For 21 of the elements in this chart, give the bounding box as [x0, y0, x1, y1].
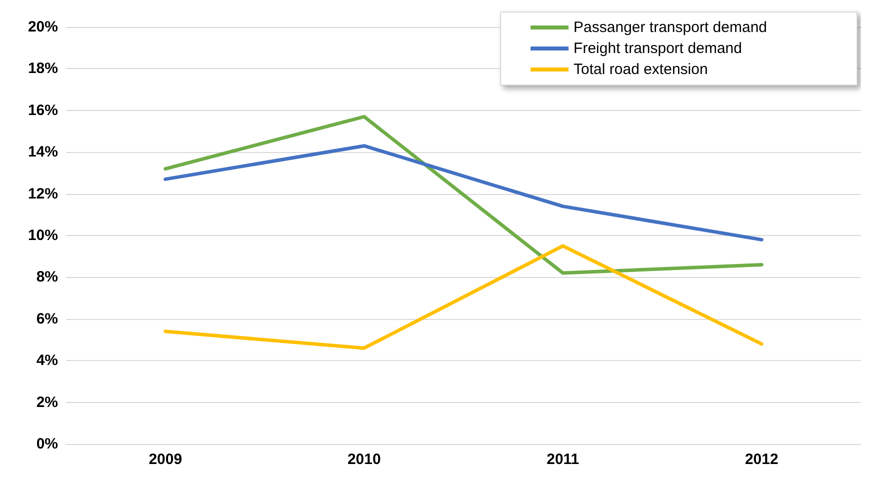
y-tick-label: 4%	[36, 352, 58, 370]
y-tick-label: 16%	[28, 102, 58, 119]
x-tick-label: 2010	[347, 451, 381, 468]
y-tick-label: 18%	[28, 60, 58, 78]
y-tick-label: 14%	[28, 144, 58, 161]
y-tick-label: 0%	[36, 436, 58, 452]
y-tick-label: 2%	[36, 394, 58, 411]
y-tick-label: 12%	[28, 185, 58, 202]
y-tick-label: 10%	[28, 227, 58, 244]
x-tick-label: 2011	[546, 451, 580, 468]
legend-label: Freight transport demand	[574, 40, 742, 57]
line-series	[164, 244, 764, 350]
y-tick-label: 6%	[36, 310, 58, 328]
x-tick-label: 2012	[744, 451, 778, 468]
line-series	[164, 114, 764, 275]
line-series	[164, 144, 764, 242]
y-tick-label: 8%	[36, 268, 58, 286]
legend-label: Total road extension	[574, 61, 708, 78]
legend-label: Passanger transport demand	[574, 19, 768, 36]
y-tick-label: 20%	[28, 18, 58, 36]
x-tick-label: 2009	[148, 451, 182, 468]
